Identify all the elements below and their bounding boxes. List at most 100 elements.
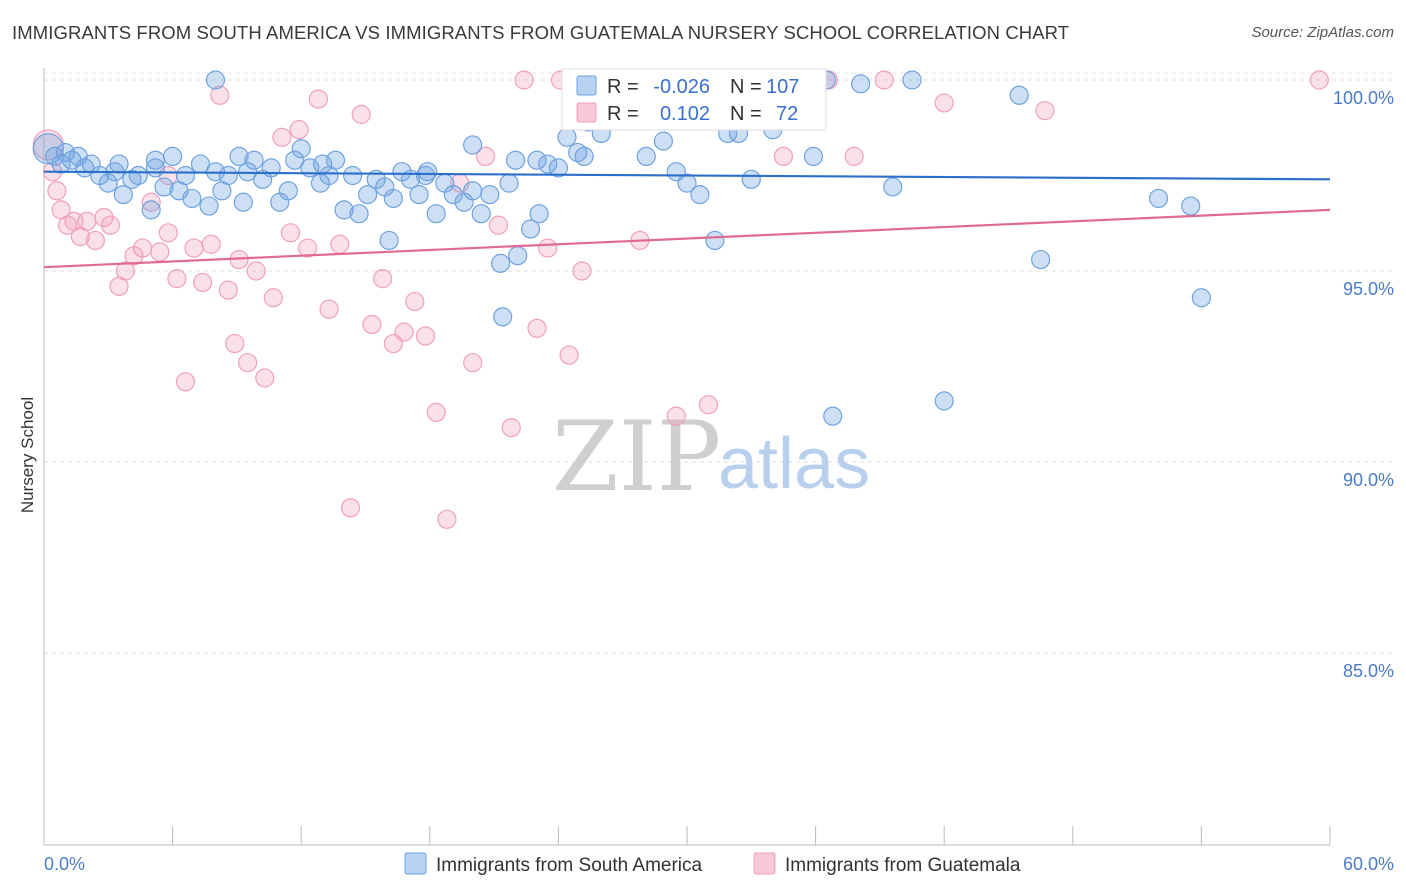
point-south-america-89: [1191, 288, 1212, 308]
point-guatemala-16: [150, 242, 170, 262]
watermark-atlas: atlas: [718, 424, 870, 504]
point-south-america-86: [1031, 249, 1051, 270]
point-south-america-19: [175, 165, 196, 186]
point-south-america-2: [51, 154, 71, 174]
point-south-america-32: [278, 181, 298, 201]
point-guatemala-45: [426, 402, 446, 422]
point-south-america-62: [538, 154, 558, 174]
point-guatemala-36: [330, 234, 350, 254]
point-guatemala-44: [415, 326, 436, 346]
point-south-america-102: [934, 391, 954, 411]
point-guatemala-52: [514, 70, 534, 90]
point-south-america-63: [548, 158, 569, 178]
point-south-america-95: [415, 165, 436, 186]
point-guatemala-22: [201, 234, 221, 254]
point-south-america-99: [803, 146, 824, 166]
point-south-america-20: [182, 188, 202, 209]
point-south-america-50: [426, 204, 446, 224]
point-south-america-104: [313, 154, 333, 174]
point-guatemala-2: [47, 181, 67, 201]
point-south-america-75: [690, 185, 710, 205]
point-south-america-84: [902, 70, 922, 90]
x-tick-label-left: 0.0%: [44, 854, 85, 874]
point-guatemala-38: [351, 104, 371, 124]
point-south-america-106: [505, 150, 526, 170]
point-south-america-105: [205, 70, 226, 90]
point-south-america-85: [1009, 85, 1029, 105]
point-guatemala-60: [666, 406, 686, 426]
point-guatemala-10: [100, 215, 121, 235]
point-south-america-79: [741, 169, 761, 189]
y-tick-labels: 100.0% 95.0% 90.0% 85.0%: [1333, 88, 1394, 681]
point-guatemala-63: [773, 146, 794, 166]
point-south-america-93: [379, 230, 399, 251]
point-guatemala-18: [167, 269, 187, 289]
point-guatemala-34: [308, 89, 328, 109]
point-guatemala-35: [319, 299, 339, 319]
point-guatemala-20: [184, 238, 204, 258]
point-guatemala-48: [463, 353, 483, 373]
legend-r-label-2: R =: [607, 103, 639, 125]
point-south-america-40: [343, 165, 363, 186]
point-south-america-92: [233, 192, 253, 212]
point-south-america-57: [490, 253, 511, 273]
y-tick-label-0: 100.0%: [1333, 88, 1394, 108]
point-south-america-56: [480, 185, 500, 205]
point-guatemala-19: [175, 372, 196, 392]
point-guatemala-24: [218, 280, 238, 300]
point-south-america-9: [98, 173, 118, 193]
legend-r-label-1: R =: [607, 76, 639, 98]
point-guatemala-15: [141, 192, 161, 212]
trend-line-guatemala: [43, 208, 1331, 269]
point-south-america-39: [334, 200, 354, 220]
legend-n-value-2: 72: [776, 103, 798, 125]
point-south-america-25: [218, 165, 238, 186]
top-legend-box: [561, 68, 827, 131]
point-guatemala-37: [340, 498, 361, 518]
point-guatemala-43: [405, 291, 425, 312]
point-south-america-13: [128, 165, 148, 186]
point-guatemala-9: [94, 207, 114, 228]
point-south-america-16: [154, 177, 174, 197]
point-south-america-74: [677, 173, 697, 193]
y-axis-label: Nursery School: [18, 397, 37, 513]
point-south-america-60: [520, 219, 541, 239]
source-label: Source: ZipAtlas.com: [1251, 24, 1394, 41]
point-south-america-48: [409, 185, 429, 205]
point-guatemala-29: [263, 288, 283, 308]
chart-title: IMMIGRANTS FROM SOUTH AMERICA VS IMMIGRA…: [12, 22, 1070, 43]
point-south-america-33: [285, 150, 305, 170]
point-south-america-55: [471, 204, 491, 224]
y-tick-label-1: 95.0%: [1343, 279, 1394, 299]
x-tick-labels: 0.0% 60.0%: [44, 854, 1394, 874]
point-guatemala-66: [874, 70, 894, 90]
point-guatemala-33: [298, 238, 318, 258]
point-guatemala-14: [132, 238, 153, 258]
point-south-america-45: [383, 188, 403, 209]
point-guatemala-56: [559, 345, 579, 365]
point-south-america-61: [529, 204, 549, 224]
point-south-america-3: [55, 142, 76, 163]
point-south-america-41: [349, 204, 369, 224]
point-south-america-64: [557, 127, 577, 147]
point-guatemala-27: [246, 261, 266, 281]
point-south-america-26: [229, 146, 249, 166]
point-south-america-76: [705, 230, 725, 251]
point-south-america-103: [463, 135, 483, 155]
top-legend: R = -0.026 N = 107 R = 0.102 N = 72: [561, 68, 827, 131]
legend-swatch-guatemala: [576, 102, 597, 123]
trend-lines: [43, 170, 1331, 269]
watermark-zip: ZIP: [552, 401, 721, 513]
bottom-legend-label-guatemala: Immigrants from Guatemala: [785, 855, 1021, 876]
point-south-america-28: [244, 150, 264, 170]
bottom-legend-label-south-america: Immigrants from South America: [436, 855, 703, 876]
point-guatemala-50: [488, 215, 508, 235]
point-guatemala-7: [77, 211, 97, 231]
legend-n-label-1: N =: [730, 76, 762, 98]
point-south-america-100: [883, 177, 903, 197]
point-guatemala-53: [527, 318, 547, 338]
y-tick-label-2: 90.0%: [1343, 470, 1394, 490]
point-guatemala-69: [1309, 70, 1329, 90]
point-south-america-59: [508, 246, 528, 266]
